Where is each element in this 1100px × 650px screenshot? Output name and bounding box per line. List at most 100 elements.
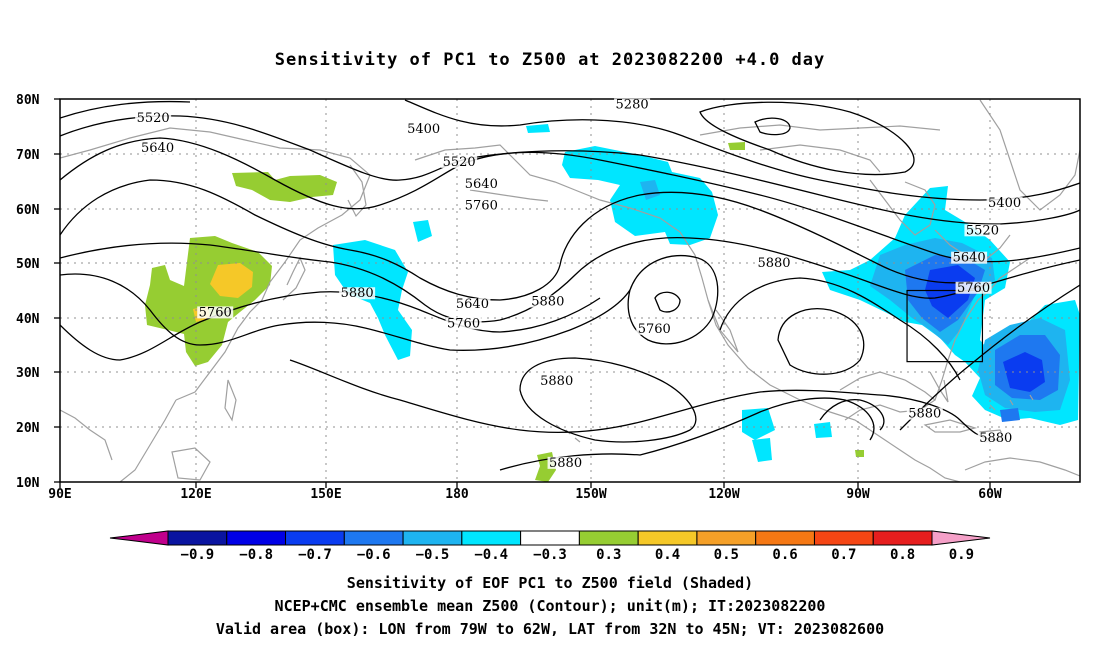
contour-label-background — [135, 112, 172, 125]
colorbar-swatch — [167, 530, 228, 546]
coastline-borneo — [171, 447, 211, 481]
contour-label: 5520 — [443, 155, 476, 170]
lon-label: 180 — [445, 487, 469, 502]
contour-label-background — [977, 432, 1014, 445]
contour-5280 — [699, 101, 915, 176]
contour-5760-asia — [60, 273, 631, 351]
coastline-philippines — [224, 379, 237, 422]
colorbar-swatch — [637, 530, 698, 546]
lon-label: 90W — [846, 487, 870, 502]
contour-5280-inner — [754, 117, 791, 136]
contour-5640-west — [60, 137, 1080, 263]
lat-label: 60N — [16, 203, 40, 218]
contour-5400-west — [60, 100, 191, 119]
contour-label-background — [756, 257, 792, 270]
colorbar-label: 0.9 — [949, 547, 974, 563]
colorbar-high-arrow — [931, 530, 991, 546]
colorbar-swatch — [813, 530, 874, 546]
contour-label-background — [197, 306, 234, 319]
colorbar-swatch — [343, 530, 404, 546]
contour-5760 — [60, 236, 1080, 323]
colorbar-swatch — [578, 530, 639, 546]
shading-cyan-pacific2 — [752, 438, 772, 462]
colorbar-swatch — [872, 530, 933, 546]
caption-shading: Sensitivity of EOF PC1 to Z500 field (Sh… — [346, 574, 754, 592]
contour-5400-north — [404, 99, 1080, 201]
contour-label-background — [441, 155, 478, 168]
colorbar-label: 0.6 — [772, 547, 797, 563]
colorbar-swatch — [285, 530, 345, 546]
colorbar-label: 0.8 — [890, 547, 915, 563]
contour-label-background — [538, 374, 575, 387]
contour-label: 5880 — [540, 374, 573, 389]
colorbar-label: −0.3 — [533, 547, 567, 563]
contour-label-background — [951, 251, 988, 264]
lat-label: 70N — [16, 148, 40, 163]
valid-area-box — [906, 289, 984, 363]
contour-label: 5640 — [953, 251, 986, 266]
coastline-se-asia — [60, 399, 177, 482]
contour-label-background — [986, 196, 1023, 209]
contour-5880-asia — [60, 291, 601, 361]
lat-label: 10N — [16, 476, 40, 491]
coastline-central-america — [869, 429, 961, 482]
contour-label: 5760 — [465, 199, 498, 214]
lon-label: 120E — [180, 487, 211, 502]
coastline-canada-arctic — [699, 124, 941, 173]
lat-label: 80N — [16, 93, 40, 108]
lon-label: 120W — [708, 487, 739, 502]
shading-green-caribbean — [855, 450, 864, 457]
contour-label: 5880 — [908, 407, 941, 422]
shading-cyan-arctic — [526, 124, 550, 133]
colorbar-swatch — [461, 530, 522, 546]
colorbar-label: 0.5 — [714, 547, 739, 563]
contour-label-background — [139, 142, 176, 155]
colorbar-swatch — [402, 530, 463, 546]
contour-label: 5880 — [549, 456, 582, 471]
colorbar-swatch — [226, 530, 287, 546]
coastline-aleutians — [469, 189, 549, 202]
colorbar-label: −0.5 — [416, 547, 450, 563]
shading-blue3-atlantic — [1003, 352, 1045, 392]
contour-label-background — [339, 287, 376, 300]
contour-label: 5520 — [137, 111, 170, 126]
coastline-asia — [60, 127, 371, 401]
contour-5880-na-subtropic — [819, 399, 885, 431]
contour-label-background — [463, 199, 500, 212]
coastline-kamchatka — [347, 164, 367, 218]
coastline-us-east — [934, 257, 1031, 401]
colorbar-swatch — [755, 530, 815, 546]
lat-label: 40N — [16, 312, 40, 327]
coastline-greenland — [979, 99, 1080, 211]
contour-label: 5760 — [199, 305, 232, 320]
shading-blue-alaska — [640, 180, 660, 200]
coastline-alaska — [414, 144, 696, 256]
lon-label: 150W — [575, 487, 606, 502]
coastline-baja — [707, 299, 739, 353]
contour-5880-east — [719, 277, 961, 381]
coastline-japan — [282, 256, 306, 301]
lat-label: 20N — [16, 421, 40, 436]
contour-label: 5760 — [957, 281, 990, 296]
lat-label: 30N — [16, 366, 40, 381]
contour-label-background — [955, 281, 992, 294]
colorbar-swatch — [520, 530, 580, 546]
tick-marks — [54, 98, 991, 488]
coastline-na-west — [694, 254, 871, 431]
contour-label-background — [405, 123, 442, 136]
shading-blue3-us — [925, 265, 975, 318]
contour-label: 5880 — [531, 294, 564, 309]
contour-label: 5880 — [341, 286, 374, 301]
contour-label: 5520 — [966, 223, 999, 238]
lon-label: 60W — [978, 487, 1002, 502]
colorbar-label: −0.8 — [239, 547, 273, 563]
shading-cyan-pacific3 — [814, 422, 832, 438]
contour-5880-subtropical — [519, 357, 697, 443]
coastline-south-america — [964, 457, 1080, 477]
caption-contour: NCEP+CMC ensemble mean Z500 (Contour); u… — [274, 597, 826, 615]
lon-label: 150E — [310, 487, 341, 502]
contour-label: 5640 — [465, 177, 498, 192]
contour-label-background — [614, 98, 651, 111]
contour-5640-pacific — [60, 179, 971, 301]
latitude-labels: 80N 70N 60N 50N 40N 30N 20N 10N — [16, 93, 40, 491]
